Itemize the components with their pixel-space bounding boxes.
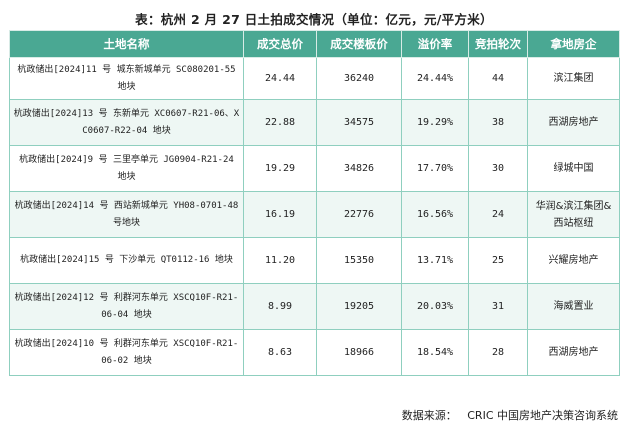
bid-rounds-cell: 38 — [468, 99, 528, 146]
total-price-cell: 16.19 — [243, 191, 317, 238]
bid-rounds-cell: 28 — [468, 329, 528, 376]
total-price-cell: 8.63 — [243, 329, 317, 376]
premium-rate-cell: 13.71% — [401, 237, 469, 284]
winning-developer-cell: 兴耀房地产 — [527, 237, 620, 284]
premium-rate-cell: 18.54% — [401, 329, 469, 376]
bid-rounds-cell: 44 — [468, 57, 528, 100]
land-name-cell: 杭政储出[2024]10 号 利群河东单元 XSCQ10F-R21-06-02 … — [9, 329, 244, 376]
data-source-note: 数据来源： CRIC 中国房地产决策咨询系统 — [401, 409, 618, 422]
total-price-cell: 24.44 — [243, 57, 317, 100]
premium-rate-cell: 19.29% — [401, 99, 469, 146]
winning-developer-cell: 滨江集团 — [527, 57, 620, 100]
winning-developer-cell: 西湖房地产 — [527, 99, 620, 146]
floor-price-cell: 22776 — [316, 191, 402, 238]
premium-rate-cell: 16.56% — [401, 191, 469, 238]
column-header-total-price: 成交总价 — [243, 30, 317, 58]
total-price-cell: 11.20 — [243, 237, 317, 284]
bid-rounds-cell: 31 — [468, 283, 528, 330]
floor-price-cell: 34826 — [316, 145, 402, 192]
floor-price-cell: 19205 — [316, 283, 402, 330]
land-name-cell: 杭政储出[2024]9 号 三里亭单元 JG0904-R21-24 地块 — [9, 145, 244, 192]
winning-developer-cell: 华润&滨江集团&西站枢纽 — [527, 191, 620, 238]
table-row: 杭政储出[2024]15 号 下沙单元 QT0112-16 地块 11.20 1… — [9, 237, 620, 284]
table-row: 杭政储出[2024]10 号 利群河东单元 XSCQ10F-R21-06-02 … — [9, 329, 620, 376]
winning-developer-cell: 绿城中国 — [527, 145, 620, 192]
premium-rate-cell: 24.44% — [401, 57, 469, 100]
winning-developer-cell: 海威置业 — [527, 283, 620, 330]
winning-developer-cell: 西湖房地产 — [527, 329, 620, 376]
floor-price-cell: 18966 — [316, 329, 402, 376]
table-row: 杭政储出[2024]14 号 西站新城单元 YH08-0701-48 号地块 1… — [9, 191, 620, 238]
table-title: 表：杭州 2 月 27 日土拍成交情况（单位：亿元，元/平方米） — [135, 12, 493, 27]
table-header-row: 土地名称 成交总价 成交楼板价 溢价率 竞拍轮次 拿地房企 — [9, 30, 620, 58]
floor-price-cell: 34575 — [316, 99, 402, 146]
bid-rounds-cell: 25 — [468, 237, 528, 284]
column-header-land-name: 土地名称 — [9, 30, 244, 58]
land-auction-table: 土地名称 成交总价 成交楼板价 溢价率 竞拍轮次 拿地房企 杭政储出[2024]… — [9, 30, 620, 376]
total-price-cell: 19.29 — [243, 145, 317, 192]
table-row: 杭政储出[2024]11 号 城东新城单元 SC080201-55 地块 24.… — [9, 57, 620, 100]
floor-price-cell: 36240 — [316, 57, 402, 100]
bid-rounds-cell: 30 — [468, 145, 528, 192]
column-header-premium-rate: 溢价率 — [401, 30, 469, 58]
bid-rounds-cell: 24 — [468, 191, 528, 238]
column-header-floor-price: 成交楼板价 — [316, 30, 402, 58]
land-name-cell: 杭政储出[2024]13 号 东新单元 XC0607-R21-06、XC0607… — [9, 99, 244, 146]
floor-price-cell: 15350 — [316, 237, 402, 284]
column-header-winning-developer: 拿地房企 — [527, 30, 620, 58]
land-name-cell: 杭政储出[2024]11 号 城东新城单元 SC080201-55 地块 — [9, 57, 244, 100]
total-price-cell: 8.99 — [243, 283, 317, 330]
land-name-cell: 杭政储出[2024]14 号 西站新城单元 YH08-0701-48 号地块 — [9, 191, 244, 238]
premium-rate-cell: 17.70% — [401, 145, 469, 192]
land-name-cell: 杭政储出[2024]12 号 利群河东单元 XSCQ10F-R21-06-04 … — [9, 283, 244, 330]
land-name-cell: 杭政储出[2024]15 号 下沙单元 QT0112-16 地块 — [9, 237, 244, 284]
premium-rate-cell: 20.03% — [401, 283, 469, 330]
table-row: 杭政储出[2024]9 号 三里亭单元 JG0904-R21-24 地块 19.… — [9, 145, 620, 192]
table-row: 杭政储出[2024]13 号 东新单元 XC0607-R21-06、XC0607… — [9, 99, 620, 146]
table-row: 杭政储出[2024]12 号 利群河东单元 XSCQ10F-R21-06-04 … — [9, 283, 620, 330]
total-price-cell: 22.88 — [243, 99, 317, 146]
column-header-bid-rounds: 竞拍轮次 — [468, 30, 528, 58]
